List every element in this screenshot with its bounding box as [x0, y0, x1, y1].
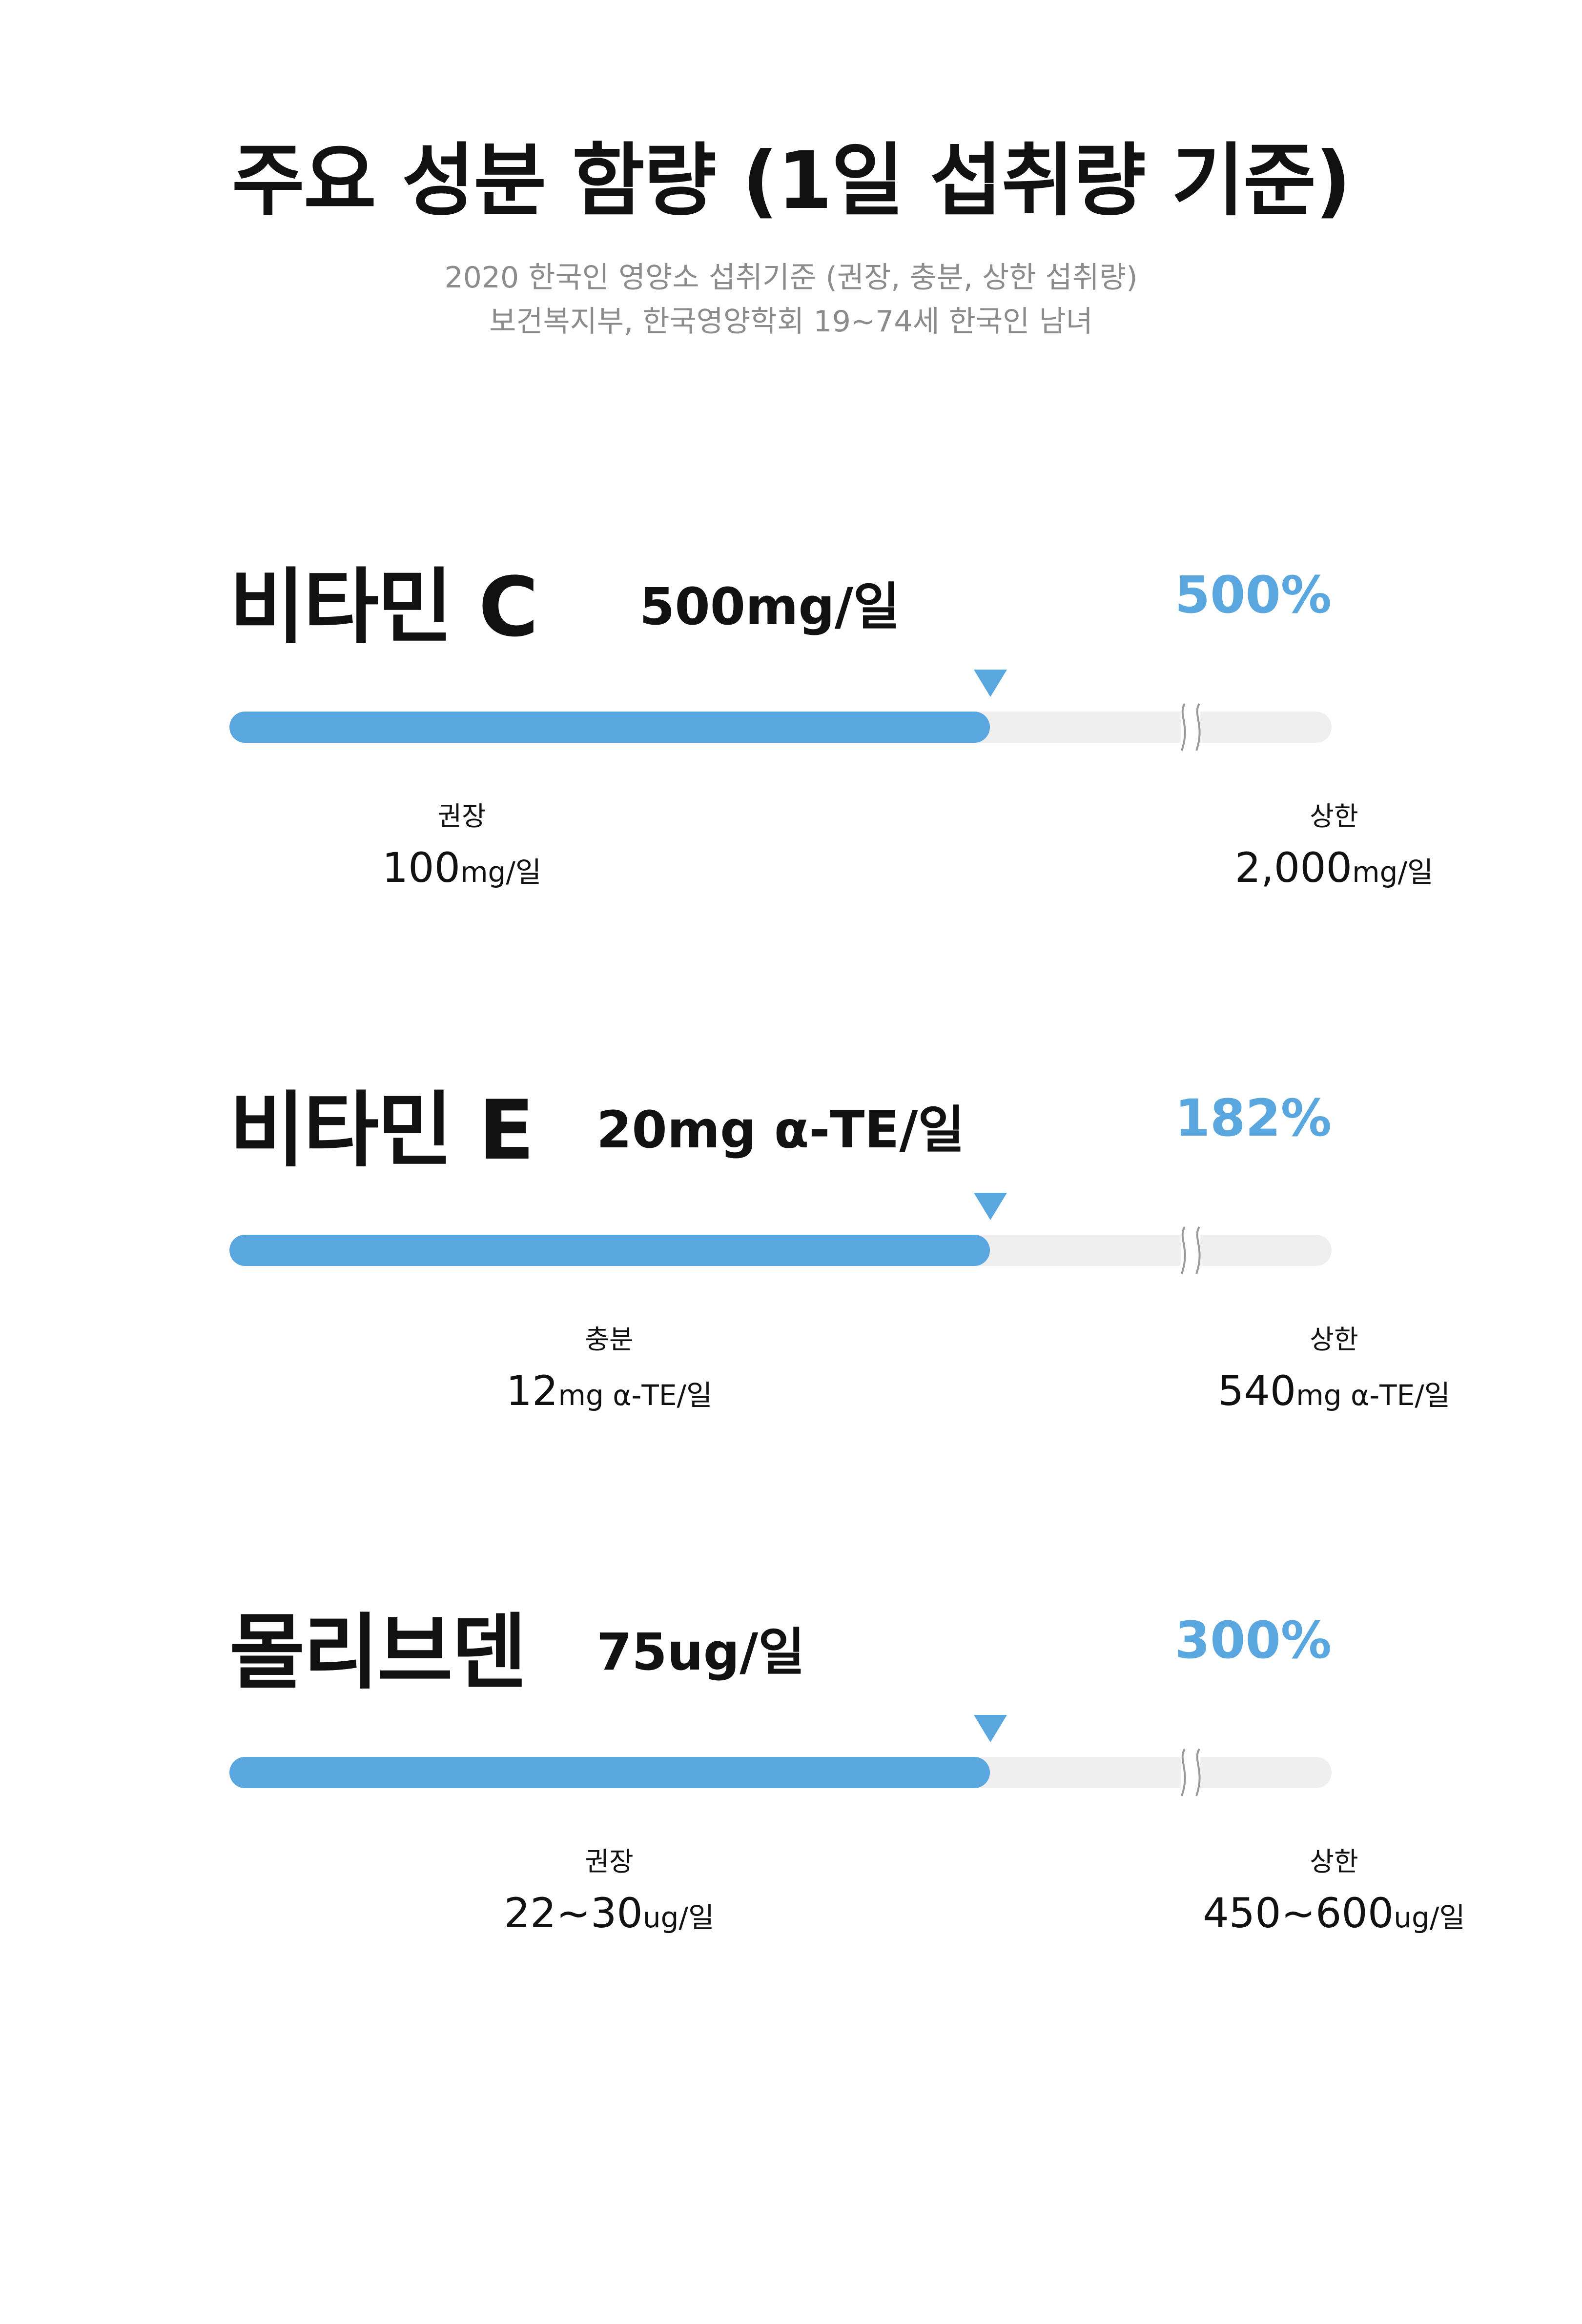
scale-break-icon — [1181, 1226, 1201, 1274]
upper-kind: 상한 — [1310, 1324, 1358, 1355]
reference-kind: 권장 — [437, 801, 486, 832]
nutrient-molybdenum: 몰리브덴 75ug/일 300% 권장 22~30ug/일 상한 450~600… — [0, 1586, 1582, 2025]
reference-value: 100mg/일 — [382, 844, 542, 892]
upper-limit-label: 상한 540mg α-TE/일 — [1218, 1318, 1450, 1415]
progress-track — [229, 1757, 1332, 1788]
progress-track — [229, 1235, 1332, 1266]
nutrient-percent: 300% — [1174, 1610, 1332, 1670]
nutrient-name: 몰리브덴 — [229, 1605, 527, 1700]
upper-value: 450~600ug/일 — [1203, 1889, 1465, 1937]
upper-value: 2,000mg/일 — [1234, 844, 1434, 892]
progress-fill — [229, 1757, 990, 1788]
progress-track — [229, 712, 1332, 743]
upper-kind: 상한 — [1310, 801, 1358, 832]
upper-value: 540mg α-TE/일 — [1217, 1367, 1451, 1415]
upper-limit-label: 상한 2,000mg/일 — [1235, 795, 1434, 892]
current-level-marker-icon — [974, 1193, 1007, 1220]
nutrient-amount: 75ug/일 — [596, 1622, 805, 1682]
reference-kind: 권장 — [585, 1846, 634, 1877]
progress-fill — [229, 712, 990, 743]
nutrient-name: 비타민 E — [229, 1082, 534, 1178]
reference-kind: 충분 — [585, 1324, 634, 1355]
nutrient-percent: 182% — [1174, 1088, 1332, 1148]
subtitle-source: 2020 한국인 영양소 섭취기준 (권장, 충분, 상한 섭취량) — [444, 261, 1138, 295]
reference-intake-label: 충분 12mg α-TE/일 — [506, 1318, 713, 1415]
current-level-marker-icon — [974, 1715, 1007, 1742]
nutrient-amount: 500mg/일 — [639, 577, 900, 636]
reference-value: 22~30ug/일 — [504, 1889, 715, 1937]
scale-break-icon — [1181, 1748, 1201, 1796]
upper-limit-label: 상한 450~600ug/일 — [1203, 1840, 1465, 1937]
nutrient-vitamin-e: 비타민 E 20mg α-TE/일 182% 충분 12mg α-TE/일 상한… — [0, 1064, 1582, 1503]
page-title: 주요 성분 함량 (1일 섭취량 기준) — [231, 135, 1351, 227]
nutrient-vitamin-c: 비타민 C 500mg/일 500% 권장 100mg/일 상한 2,000mg… — [0, 541, 1582, 980]
reference-intake-label: 권장 100mg/일 — [382, 795, 542, 892]
progress-fill — [229, 1235, 990, 1266]
nutrient-percent: 500% — [1174, 565, 1332, 625]
current-level-marker-icon — [974, 670, 1007, 697]
nutrient-name: 비타민 C — [229, 559, 538, 655]
reference-value: 12mg α-TE/일 — [506, 1367, 713, 1415]
upper-kind: 상한 — [1310, 1846, 1358, 1877]
subtitle-publisher: 보건복지부, 한국영양학회 19~74세 한국인 남녀 — [489, 305, 1093, 339]
nutrient-amount: 20mg α-TE/일 — [596, 1100, 965, 1160]
reference-intake-label: 권장 22~30ug/일 — [504, 1840, 715, 1937]
scale-break-icon — [1181, 703, 1201, 751]
